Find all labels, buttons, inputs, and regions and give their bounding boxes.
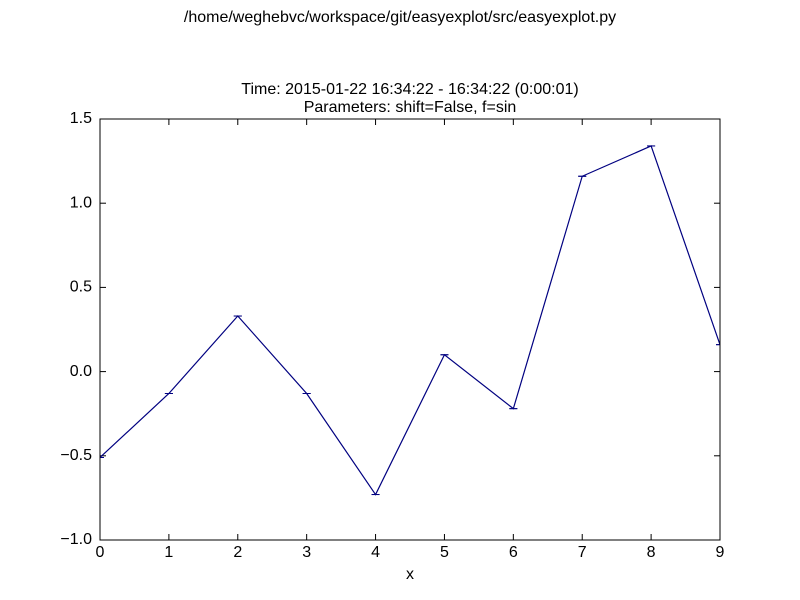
x-tick-label: 4 [371, 544, 380, 561]
x-tick-label: 2 [233, 544, 242, 561]
x-tick-label: 8 [647, 544, 656, 561]
x-axis-label: x [406, 566, 414, 583]
y-tick-label: 0.5 [70, 279, 92, 296]
y-tick-label: −0.5 [60, 447, 92, 464]
y-tick-label: 1.5 [70, 110, 92, 127]
suptitle: /home/weghebvc/workspace/git/easyexplot/… [184, 9, 616, 26]
y-tick-label: 1.0 [70, 194, 92, 211]
x-tick-label: 0 [96, 544, 105, 561]
x-tick-label: 3 [302, 544, 311, 561]
plot-frame [99, 118, 721, 541]
x-tick-label: 6 [509, 544, 518, 561]
data-line [100, 145, 720, 496]
y-tick-label: −1.0 [60, 531, 92, 548]
x-tick-label: 9 [716, 544, 725, 561]
x-tick-label: 7 [578, 544, 587, 561]
y-tick-label: 0.0 [70, 363, 92, 380]
x-tick-label: 5 [440, 544, 449, 561]
x-tick-label: 1 [164, 544, 173, 561]
chart-title: Parameters: shift=False, f=sin [304, 99, 517, 116]
chart-title: Time: 2015-01-22 16:34:22 - 16:34:22 (0:… [241, 81, 578, 98]
